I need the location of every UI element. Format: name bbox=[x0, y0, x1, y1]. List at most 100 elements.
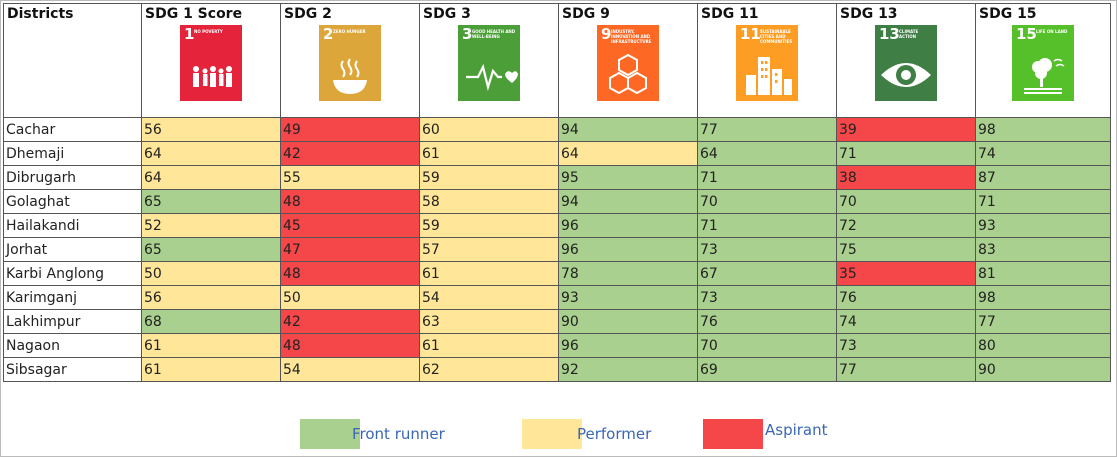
tile-label: Climate action bbox=[899, 29, 919, 39]
score-cell: 96 bbox=[558, 237, 698, 262]
sdg11-tile-icon: 11 Sustainable cities and communities bbox=[736, 25, 798, 101]
district-name-cell: Nagaon bbox=[3, 333, 142, 358]
score-cell: 54 bbox=[280, 357, 420, 382]
districts-header-label: Districts bbox=[7, 6, 74, 22]
score-cell: 67 bbox=[697, 261, 837, 286]
score-cell: 95 bbox=[558, 165, 698, 190]
score-cell: 76 bbox=[836, 285, 976, 310]
tile-label: Industry, innovation and infrastructure bbox=[611, 29, 652, 44]
score-cell: 93 bbox=[975, 213, 1111, 238]
sdg11-header-label: SDG 11 bbox=[701, 6, 759, 22]
score-cell: 54 bbox=[419, 285, 559, 310]
score-cell: 74 bbox=[836, 309, 976, 334]
score-cell: 71 bbox=[836, 141, 976, 166]
sdg15-header: SDG 15 15 Life on land bbox=[975, 3, 1111, 118]
table-row: Lakhimpur 68 42 63 90 76 74 77 bbox=[3, 309, 1111, 334]
table-body: Cachar 56 49 60 94 77 39 98 Dhemaji 64 42 61 64 64 71 7… bbox=[3, 117, 1111, 382]
score-cell: 73 bbox=[836, 333, 976, 358]
score-cell: 64 bbox=[141, 165, 281, 190]
score-cell: 73 bbox=[697, 285, 837, 310]
sdg11-header: SDG 11 11 Sustainable cities and communiti… bbox=[697, 3, 837, 118]
sdg13-tile-icon: 13 Climate action bbox=[875, 25, 937, 101]
score-cell: 71 bbox=[697, 213, 837, 238]
score-cell: 64 bbox=[697, 141, 837, 166]
table-row: Golaghat 65 48 58 94 70 70 71 bbox=[3, 189, 1111, 214]
score-cell: 56 bbox=[141, 285, 281, 310]
tile-number: 3 bbox=[462, 25, 473, 43]
tile-label: No poverty bbox=[194, 29, 223, 34]
score-cell: 72 bbox=[836, 213, 976, 238]
aspirant-label: Aspirant bbox=[765, 421, 828, 439]
score-cell: 55 bbox=[280, 165, 420, 190]
table-row: Sibsagar 61 54 62 92 69 77 90 bbox=[3, 357, 1111, 382]
score-cell: 83 bbox=[975, 237, 1111, 262]
score-cell: 39 bbox=[836, 117, 976, 142]
table-row: Karbi Anglong 50 48 61 78 67 35 81 bbox=[3, 261, 1111, 286]
score-cell: 61 bbox=[419, 141, 559, 166]
tile-number: 9 bbox=[601, 25, 612, 43]
district-name-cell: Dibrugarh bbox=[3, 165, 142, 190]
score-cell: 45 bbox=[280, 213, 420, 238]
score-cell: 64 bbox=[558, 141, 698, 166]
table-row: Cachar 56 49 60 94 77 39 98 bbox=[3, 117, 1111, 142]
sdg3-header: SDG 3 3 Good health and well-being bbox=[419, 3, 559, 118]
score-cell: 61 bbox=[141, 357, 281, 382]
district-name-cell: Sibsagar bbox=[3, 357, 142, 382]
score-cell: 59 bbox=[419, 213, 559, 238]
tile-number: 1 bbox=[184, 25, 195, 43]
sdg3-header-label: SDG 3 bbox=[423, 6, 471, 22]
tile-label: Good health and well-being bbox=[472, 29, 516, 39]
score-cell: 38 bbox=[836, 165, 976, 190]
score-cell: 59 bbox=[419, 165, 559, 190]
score-cell: 77 bbox=[697, 117, 837, 142]
score-cell: 61 bbox=[419, 333, 559, 358]
tile-number: 13 bbox=[879, 25, 900, 43]
score-cell: 98 bbox=[975, 285, 1111, 310]
score-cell: 80 bbox=[975, 333, 1111, 358]
score-cell: 48 bbox=[280, 261, 420, 286]
tile-label: Life on land bbox=[1036, 29, 1068, 34]
score-cell: 48 bbox=[280, 333, 420, 358]
sdg9-header: SDG 9 9 Industry, innovation and infrastru… bbox=[558, 3, 698, 118]
score-cell: 65 bbox=[141, 189, 281, 214]
tile-number: 2 bbox=[323, 25, 334, 43]
performer-label: Performer bbox=[577, 425, 652, 443]
sdg3-tile-icon: 3 Good health and well-being bbox=[458, 25, 520, 101]
table-row: Dhemaji 64 42 61 64 64 71 74 bbox=[3, 141, 1111, 166]
sdg15-header-label: SDG 15 bbox=[979, 6, 1037, 22]
aspirant-swatch bbox=[703, 419, 763, 449]
sdg2-header-label: SDG 2 bbox=[284, 6, 332, 22]
score-cell: 64 bbox=[141, 141, 281, 166]
score-cell: 92 bbox=[558, 357, 698, 382]
district-name-cell: Golaghat bbox=[3, 189, 142, 214]
score-cell: 71 bbox=[975, 189, 1111, 214]
sdg9-tile-icon: 9 Industry, innovation and infrastructure bbox=[597, 25, 659, 101]
score-cell: 74 bbox=[975, 141, 1111, 166]
score-cell: 42 bbox=[280, 309, 420, 334]
tile-label: Sustainable cities and communities bbox=[760, 29, 793, 44]
sdg13-header-label: SDG 13 bbox=[840, 6, 898, 22]
header-row: Districts SDG 1 Score 1 No poverty SDG 2 2Z… bbox=[3, 3, 1111, 118]
front-runner-label: Front runner bbox=[352, 425, 445, 443]
score-cell: 52 bbox=[141, 213, 281, 238]
score-cell: 63 bbox=[419, 309, 559, 334]
scores-table: Districts SDG 1 Score 1 No poverty SDG 2 2Z… bbox=[3, 3, 1111, 382]
score-cell: 94 bbox=[558, 189, 698, 214]
district-name-cell: Jorhat bbox=[3, 237, 142, 262]
score-cell: 57 bbox=[419, 237, 559, 262]
score-cell: 35 bbox=[836, 261, 976, 286]
districts-header: Districts bbox=[3, 3, 142, 118]
performer-swatch bbox=[522, 419, 582, 449]
district-name-cell: Dhemaji bbox=[3, 141, 142, 166]
score-cell: 81 bbox=[975, 261, 1111, 286]
score-cell: 70 bbox=[697, 189, 837, 214]
score-cell: 58 bbox=[419, 189, 559, 214]
score-cell: 61 bbox=[419, 261, 559, 286]
score-cell: 93 bbox=[558, 285, 698, 310]
tile-label: Zero hunger bbox=[333, 29, 366, 34]
score-cell: 42 bbox=[280, 141, 420, 166]
score-cell: 60 bbox=[419, 117, 559, 142]
table-row: Karimganj 56 50 54 93 73 76 98 bbox=[3, 285, 1111, 310]
sdg1-header: SDG 1 Score 1 No poverty bbox=[141, 3, 281, 118]
